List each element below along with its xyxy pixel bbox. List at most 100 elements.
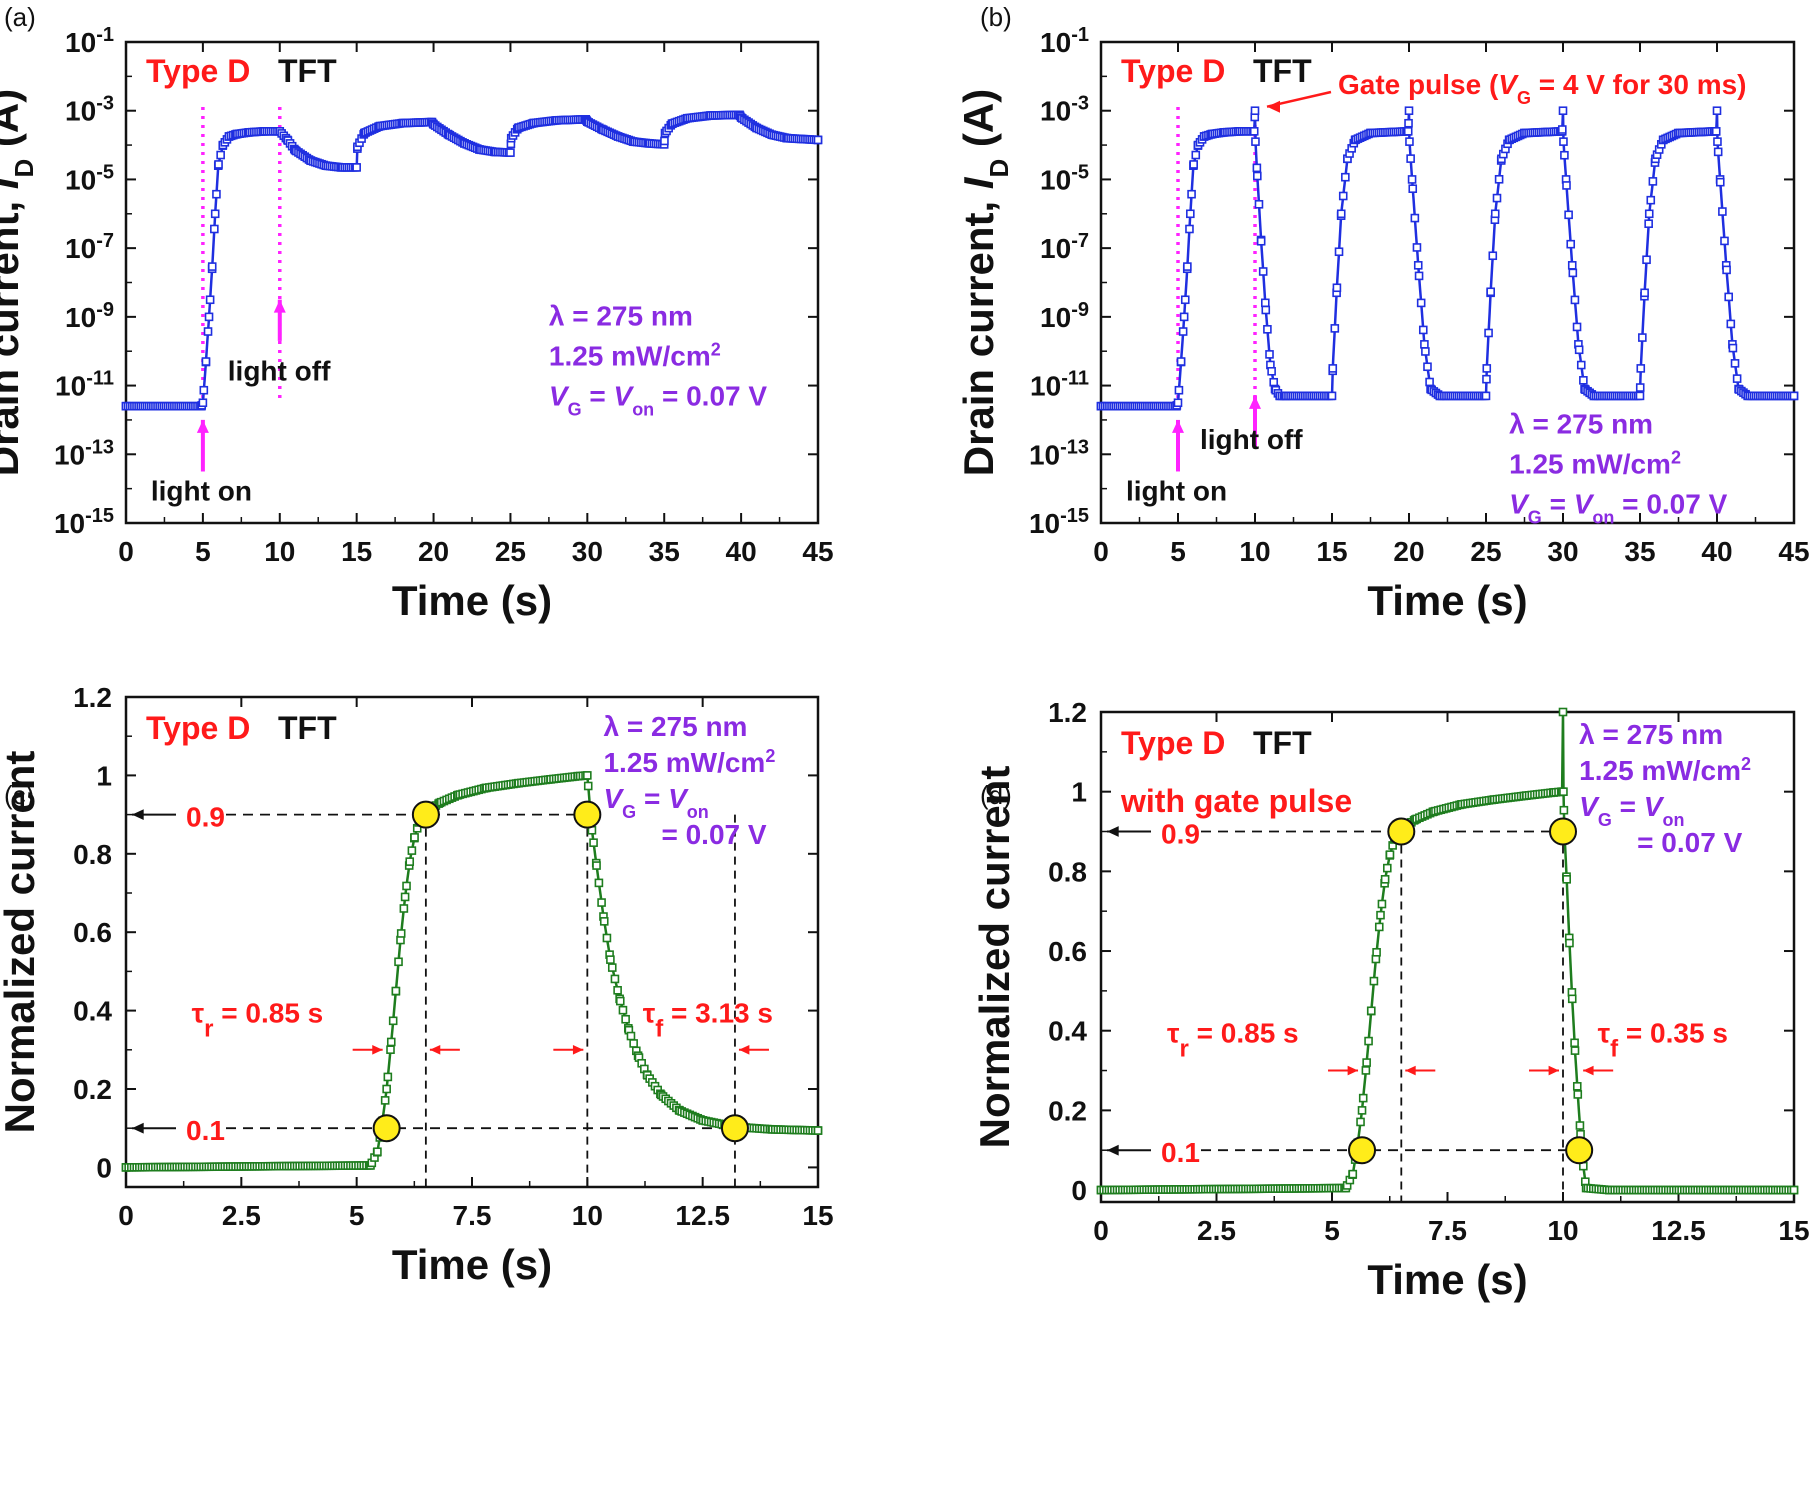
level-label: 0.1 bbox=[1161, 1137, 1200, 1168]
x-tick-label: 15 bbox=[341, 536, 372, 567]
x-tick-label: 25 bbox=[1470, 536, 1501, 567]
y-tick-label: 0.2 bbox=[1048, 1095, 1087, 1126]
x-axis: 0 5 10 15 20 25 30 35 40 45 Time (s) bbox=[1093, 42, 1810, 624]
condition-wavelength: λ = 275 nm bbox=[603, 711, 747, 742]
data-point bbox=[610, 974, 620, 984]
data-point bbox=[1179, 312, 1189, 322]
x-tick-label: 0 bbox=[118, 1200, 134, 1231]
data-point bbox=[1258, 267, 1268, 276]
data-point bbox=[1570, 1038, 1579, 1048]
title-tft: TFT bbox=[278, 53, 337, 89]
data-point bbox=[214, 160, 223, 169]
condition-power: 1.25 mW/cm2 bbox=[1509, 448, 1681, 480]
y-tick-label: 0 bbox=[1071, 1175, 1087, 1206]
data-point bbox=[1713, 137, 1722, 146]
tau-arrow-right-head bbox=[1583, 1065, 1594, 1076]
data-point bbox=[1718, 207, 1727, 216]
data-point bbox=[621, 1014, 630, 1024]
x-tick-label: 40 bbox=[726, 536, 757, 567]
condition-vg: VG = Von = 0.07 V bbox=[549, 380, 767, 419]
threshold-marker bbox=[573, 800, 602, 829]
data-point bbox=[352, 163, 361, 172]
series-line bbox=[1101, 110, 1794, 408]
data-point bbox=[1789, 391, 1799, 401]
data-point bbox=[1488, 251, 1498, 261]
data-point bbox=[1567, 994, 1577, 1004]
data-point bbox=[1573, 1090, 1583, 1099]
y-axis-title: Normalized current bbox=[0, 751, 43, 1134]
data-point bbox=[1251, 137, 1260, 146]
y-tick-label: 10-7 bbox=[1040, 230, 1089, 264]
data-point bbox=[383, 1072, 393, 1082]
y-tick-label: 1.2 bbox=[1048, 697, 1087, 728]
y-axis-title: Drain current, ID (A) bbox=[0, 89, 39, 477]
x-tick-label: 0 bbox=[1093, 536, 1109, 567]
x-tick-label: 15 bbox=[1778, 1215, 1809, 1246]
data-series bbox=[1096, 707, 1799, 1195]
data-point bbox=[1494, 174, 1504, 184]
data-point bbox=[1560, 150, 1569, 160]
data-point bbox=[1416, 298, 1426, 308]
level-arrow-head bbox=[1107, 826, 1119, 837]
level-label: 0.9 bbox=[186, 802, 225, 833]
data-point bbox=[1404, 118, 1413, 128]
x-axis-title: Time (s) bbox=[392, 1241, 552, 1288]
data-point bbox=[1484, 328, 1493, 338]
x-axis-title: Time (s) bbox=[1367, 1256, 1527, 1303]
data-point bbox=[386, 1037, 396, 1047]
y-tick-label: 10-13 bbox=[54, 436, 114, 470]
data-point bbox=[1348, 1169, 1358, 1179]
data-point bbox=[1558, 106, 1568, 116]
y-tick-label: 10-9 bbox=[1040, 299, 1089, 333]
chart-title: Type D TFT bbox=[146, 710, 337, 746]
data-point bbox=[1579, 376, 1588, 385]
data-point bbox=[594, 878, 604, 888]
data-point bbox=[1382, 863, 1392, 873]
data-point bbox=[629, 1039, 638, 1048]
data-point bbox=[1559, 787, 1568, 796]
data-point bbox=[1635, 383, 1645, 392]
x-tick-label: 5 bbox=[1170, 536, 1186, 567]
y-tick-label: 1 bbox=[1071, 777, 1087, 808]
x-tick-label: 5 bbox=[349, 1200, 365, 1231]
data-point bbox=[1644, 209, 1654, 219]
x-tick-label: 15 bbox=[1316, 536, 1347, 567]
data-point bbox=[1575, 1121, 1585, 1130]
data-point bbox=[1486, 287, 1495, 297]
data-point bbox=[1568, 268, 1578, 278]
data-point bbox=[1789, 1185, 1799, 1195]
data-point bbox=[1261, 305, 1271, 315]
threshold-marker bbox=[1565, 1136, 1594, 1165]
data-point bbox=[1490, 209, 1500, 219]
data-point bbox=[602, 933, 612, 943]
y-tick-label: 0.6 bbox=[73, 917, 112, 948]
data-point bbox=[394, 957, 403, 967]
y-tick-label: 10-7 bbox=[65, 230, 114, 264]
data-point bbox=[1646, 195, 1656, 205]
data-point bbox=[1253, 171, 1262, 181]
data-point bbox=[1403, 127, 1413, 136]
x-tick-label: 12.5 bbox=[675, 1200, 730, 1231]
data-point bbox=[1565, 938, 1574, 948]
threshold-marker bbox=[1549, 817, 1577, 846]
data-point bbox=[396, 929, 406, 938]
x-tick-label: 2.5 bbox=[222, 1200, 261, 1231]
data-point bbox=[1482, 364, 1492, 373]
data-series bbox=[121, 110, 823, 411]
data-point bbox=[1362, 1058, 1371, 1067]
y-tick-label: 0.4 bbox=[1048, 1016, 1087, 1047]
x-tick-label: 25 bbox=[495, 536, 526, 567]
data-point bbox=[1377, 899, 1387, 909]
data-point bbox=[388, 1016, 398, 1026]
data-point bbox=[382, 1084, 391, 1094]
data-point bbox=[391, 986, 401, 996]
level-arrow-head bbox=[132, 809, 144, 820]
data-point bbox=[1412, 243, 1422, 252]
panel-label: (b) bbox=[980, 2, 1012, 32]
data-point bbox=[1732, 374, 1742, 383]
data-point bbox=[1558, 707, 1568, 717]
condition-vg: VG = Von = 0.07 V bbox=[1509, 489, 1727, 528]
data-point bbox=[1183, 262, 1192, 271]
y-tick-label: 10-15 bbox=[1029, 505, 1089, 539]
data-point bbox=[1369, 976, 1379, 986]
